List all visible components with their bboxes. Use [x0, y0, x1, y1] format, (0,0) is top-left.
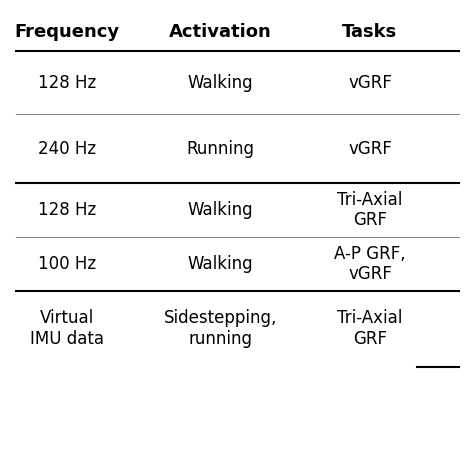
- Text: Walking: Walking: [188, 201, 254, 219]
- Text: 128 Hz: 128 Hz: [38, 73, 96, 91]
- Text: Walking: Walking: [188, 73, 254, 91]
- Text: vGRF: vGRF: [348, 73, 392, 91]
- Text: 128 Hz: 128 Hz: [38, 201, 96, 219]
- Text: Activation: Activation: [169, 23, 272, 41]
- Text: Sidestepping,
running: Sidestepping, running: [164, 310, 277, 348]
- Text: Frequency: Frequency: [14, 23, 119, 41]
- Text: vGRF: vGRF: [348, 140, 392, 158]
- Text: Tri-Axial
GRF: Tri-Axial GRF: [337, 191, 403, 229]
- Text: Tasks: Tasks: [342, 23, 398, 41]
- Text: 100 Hz: 100 Hz: [38, 255, 96, 273]
- Text: Virtual
IMU data: Virtual IMU data: [30, 310, 104, 348]
- Text: A-P GRF,
vGRF: A-P GRF, vGRF: [334, 245, 406, 283]
- Text: 240 Hz: 240 Hz: [38, 140, 96, 158]
- Text: Tri-Axial
GRF: Tri-Axial GRF: [337, 310, 403, 348]
- Text: Walking: Walking: [188, 255, 254, 273]
- Text: Running: Running: [187, 140, 255, 158]
